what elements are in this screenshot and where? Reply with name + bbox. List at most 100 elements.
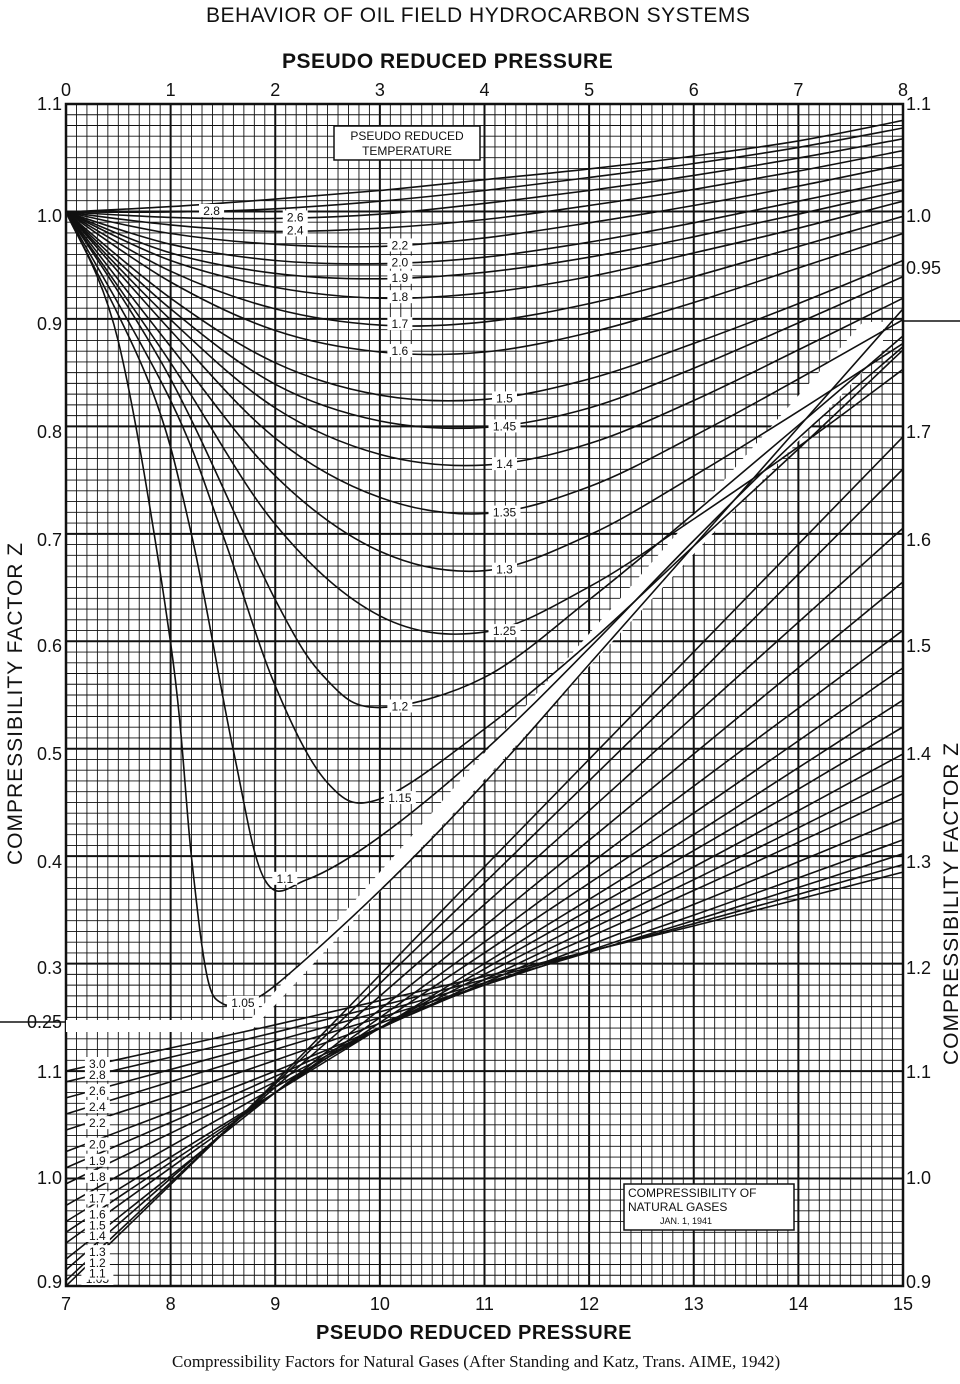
bottom-x-tick: 10 [370,1294,390,1314]
left-y-tick: 0.7 [37,530,62,550]
legend-title-line2: TEMPERATURE [362,144,452,158]
temperature-legend-box: PSEUDO REDUCED TEMPERATURE [333,125,481,161]
lower-curve-2.4 [65,839,904,1115]
inset-note-date: JAN. 1, 1941 [660,1216,712,1226]
top-x-tick: 3 [375,80,385,100]
left-y-tick: 1.1 [37,1062,62,1082]
lower-curve-1.5 [65,667,904,1233]
upper-curves [65,119,904,1007]
upper-curve-1.2 [65,211,904,709]
bottom-x-tick: 12 [579,1294,599,1314]
right-y-tick: 1.1 [906,1062,931,1082]
upper-curve-label-14: 1.3 [496,563,513,577]
lower-curve-label-10: 2.0 [89,1138,106,1152]
top-x-tick: 5 [584,80,594,100]
upper-curve-label-6: 1.9 [392,271,409,285]
inset-note-line1: COMPRESSIBILITY OF [628,1186,756,1200]
upper-curve-label-11: 1.45 [493,419,517,433]
top-x-tick: 1 [166,80,176,100]
top-x-axis-title: PSEUDO REDUCED PRESSURE [282,50,614,73]
upper-curve-label-14-bg [492,562,517,576]
upper-curve-label-5: 2.0 [392,256,409,270]
left-y-tick: 0.8 [37,422,62,442]
upper-curve-2.0 [65,178,904,265]
lower-curve-label-5: 1.5 [89,1218,106,1232]
inset-note-line2: NATURAL GASES [628,1200,727,1214]
lower-curve-label-13: 2.6 [89,1084,106,1098]
lower-curve-label-2-bg [84,1255,110,1269]
right-y-tick: 0.9 [906,1272,931,1292]
upper-curve-label-15: 1.25 [493,624,517,638]
lower-curve-label-15-bg [84,1057,110,1070]
bottom-x-tick: 14 [788,1294,808,1314]
lower-curve-label-10-bg [84,1137,110,1151]
upper-curve-1.8 [65,200,904,300]
legend-title-line1: PSEUDO REDUCED [350,129,464,143]
lower-curve-label-9: 1.9 [89,1154,106,1168]
left-y-tick: 0.6 [37,636,62,656]
lower-curve-1.8 [65,753,904,1185]
right-y-tick: 1.4 [906,744,931,764]
lower-curve-label-1-bg [84,1266,110,1280]
lower-curve-label-1: 1.1 [89,1267,106,1281]
lower-curve-label-13-bg [84,1083,110,1097]
left-y-tick: 0.25 [27,1012,62,1032]
right-y-tick: 0.95 [906,258,941,278]
lower-curve-1.4 [65,629,904,1244]
upper-curve-label-1: 2.8 [203,204,220,218]
left-y-tick: 0.5 [37,744,62,764]
lower-curve-label-14-bg [84,1067,110,1081]
upper-curve-label-3: 2.4 [287,223,304,237]
upper-curve-label-2: 2.6 [287,210,304,224]
upper-curve-2.6 [65,138,904,220]
lower-curve-1.1 [65,468,904,1282]
top-x-tick: 6 [689,80,699,100]
left-y-axis-title: COMPRESSIBILITY FACTOR Z [4,542,27,865]
upper-curve-1.3 [65,211,904,573]
bottom-x-tick: 13 [684,1294,704,1314]
top-x-tick: 0 [61,80,71,100]
upper-curve-label-12-bg [492,457,517,471]
upper-curve-label-12: 1.4 [496,457,513,471]
lower-curve-2.8 [65,863,904,1083]
upper-curve-1.7 [65,211,904,327]
right-y-tick: 1.7 [906,422,931,442]
bottom-x-tick: 9 [270,1294,280,1314]
lower-curve-label-11: 2.2 [89,1116,106,1130]
axis-ticks: 0 1 2 3 4 5 6 7 87 8 9 10 11 12 13 14 151.11.00.90.80.70… [27,80,941,1314]
lower-curve-label-6: 1.6 [89,1208,106,1222]
lower-curve-label-14: 2.8 [89,1068,106,1082]
upper-curve-label-4: 2.2 [392,238,409,252]
lower-curve-label-7: 1.7 [89,1191,106,1205]
upper-curve-label-18: 1.1 [276,872,293,886]
upper-curve-label-17: 1.15 [388,791,412,805]
lower-curve-label-9-bg [84,1153,110,1167]
upper-curve-label-4-bg [387,238,413,252]
lower-curve-label-5-bg [84,1218,110,1232]
lower-curve-2.6 [65,853,904,1099]
lower-curve-1.7 [65,726,904,1207]
lower-curve-1.3 [65,581,904,1260]
lower-curve-label-3-bg [84,1245,110,1259]
upper-curve-1.5 [65,211,904,402]
lower-curve-label-12-bg [84,1100,110,1113]
upper-curve-1.45 [65,211,904,430]
upper-curve-label-16-bg [387,699,413,713]
right-y-tick: 1.0 [906,1168,931,1188]
left-y-tick: 1.1 [37,94,62,114]
top-x-tick: 4 [479,80,489,100]
lower-curve-label-4-bg [84,1229,110,1242]
figure-caption: Compressibility Factors for Natural Gase… [172,1352,781,1371]
upper-curve-label-3-bg [282,223,308,237]
lower-curve-label-12: 2.4 [89,1100,106,1114]
upper-curve-label-17-bg [383,791,416,805]
upper-curve-label-8-bg [387,317,413,331]
top-x-tick: 8 [898,80,908,100]
upper-curve-2.2 [65,163,904,248]
bottom-x-tick: 7 [61,1294,71,1314]
chart-separator-band [66,322,883,1032]
left-y-tick: 0.3 [37,958,62,978]
upper-curve-label-9: 1.6 [392,344,409,358]
upper-curve-label-15-bg [488,624,521,638]
upper-curve-label-7-bg [387,290,413,304]
